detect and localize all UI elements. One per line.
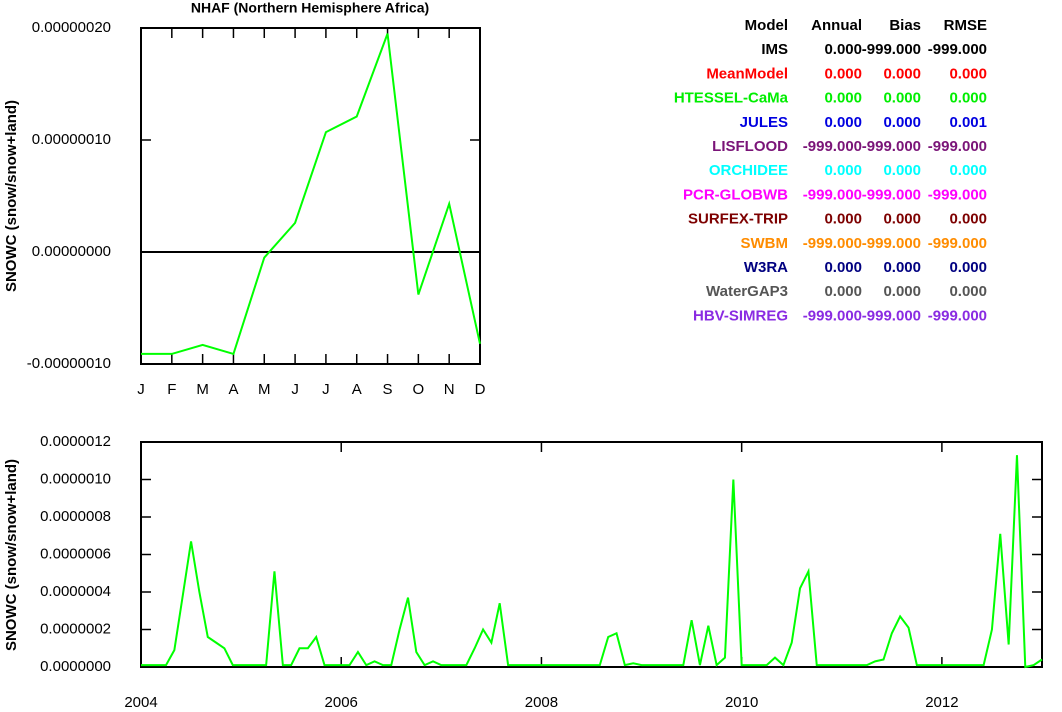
x-tick-label: J — [291, 381, 299, 398]
table-value: 0.000 — [824, 41, 862, 58]
y-tick-label: 0.0000006 — [40, 545, 111, 562]
y-axis-title: SNOWC (snow/snow+land) — [3, 459, 20, 651]
data-line — [141, 455, 1043, 669]
table-value: -999.000 — [862, 41, 921, 58]
table-value: 0.000 — [949, 65, 987, 82]
y-tick-label: 0.0000008 — [40, 508, 111, 525]
y-tick-label: 0.0000012 — [40, 433, 111, 450]
model-name: SWBM — [741, 235, 789, 252]
table-value: -999.000 — [862, 235, 921, 252]
table-value: 0.000 — [883, 90, 921, 107]
plot-frame — [140, 441, 1043, 668]
model-name: LISFLOOD — [712, 138, 788, 155]
table-value: 0.000 — [949, 259, 987, 276]
x-tick-label: 2004 — [124, 694, 157, 711]
table-value: 0.000 — [949, 211, 987, 228]
model-name: HBV-SIMREG — [693, 307, 788, 324]
table-value: -999.000 — [928, 138, 987, 155]
table-value: 0.000 — [949, 90, 987, 107]
y-tick-label: -0.00000010 — [27, 355, 111, 372]
model-name: MeanModel — [706, 65, 788, 82]
table-value: -999.000 — [928, 307, 987, 324]
table-value: 0.000 — [824, 283, 862, 300]
table-value: 0.001 — [949, 114, 987, 131]
table-value: -999.000 — [862, 186, 921, 203]
x-tick-label: 2010 — [725, 694, 758, 711]
table-header: Bias — [889, 17, 921, 34]
x-tick-label: F — [167, 381, 176, 398]
table-value: -999.000 — [928, 186, 987, 203]
table-value: -999.000 — [862, 138, 921, 155]
table-value: -999.000 — [803, 186, 862, 203]
table-value: 0.000 — [883, 259, 921, 276]
table-value: 0.000 — [883, 162, 921, 179]
y-tick-label: 0.00000000 — [32, 243, 111, 260]
x-tick-label: 2008 — [525, 694, 558, 711]
table-value: 0.000 — [824, 114, 862, 131]
model-name: PCR-GLOBWB — [683, 186, 788, 203]
x-tick-label: A — [352, 381, 362, 398]
table-value: 0.000 — [949, 283, 987, 300]
table-value: 0.000 — [883, 211, 921, 228]
x-tick-label: S — [383, 381, 393, 398]
model-name: ORCHIDEE — [709, 162, 788, 179]
table-value: 0.000 — [824, 259, 862, 276]
table-value: -999.000 — [803, 235, 862, 252]
table-value: 0.000 — [824, 65, 862, 82]
table-value: -999.000 — [803, 307, 862, 324]
y-tick-label: 0.0000004 — [40, 583, 111, 600]
model-name: SURFEX-TRIP — [688, 211, 788, 228]
y-axis-title: SNOWC (snow/snow+land) — [3, 100, 20, 292]
model-name: JULES — [740, 114, 788, 131]
y-tick-label: 0.0000010 — [40, 470, 111, 487]
table-value: 0.000 — [824, 211, 862, 228]
table-header: RMSE — [944, 17, 987, 34]
data-line — [141, 33, 481, 356]
table-value: 0.000 — [824, 90, 862, 107]
x-tick-label: M — [196, 381, 209, 398]
y-tick-label: 0.0000000 — [40, 658, 111, 675]
y-tick-label: 0.00000020 — [32, 19, 111, 36]
table-value: 0.000 — [824, 162, 862, 179]
x-tick-label: M — [258, 381, 271, 398]
x-tick-label: 2006 — [325, 694, 358, 711]
model-name: HTESSEL-CaMa — [674, 90, 789, 107]
y-tick-label: 0.0000002 — [40, 620, 111, 637]
table-value: -999.000 — [862, 307, 921, 324]
x-tick-label: D — [475, 381, 486, 398]
x-tick-label: J — [322, 381, 330, 398]
x-tick-label: A — [228, 381, 238, 398]
table-header: Annual — [811, 17, 862, 34]
table-value: -999.000 — [928, 41, 987, 58]
table-value: -999.000 — [803, 138, 862, 155]
x-tick-label: 2012 — [925, 694, 958, 711]
plot-frame — [140, 27, 481, 365]
x-tick-label: O — [413, 381, 425, 398]
table-value: -999.000 — [928, 235, 987, 252]
table-value: 0.000 — [883, 283, 921, 300]
table-value: 0.000 — [883, 65, 921, 82]
table-value: 0.000 — [949, 162, 987, 179]
y-tick-label: 0.00000010 — [32, 131, 111, 148]
table-header: Model — [745, 17, 788, 34]
model-name: W3RA — [744, 259, 788, 276]
x-tick-label: N — [444, 381, 455, 398]
table-value: 0.000 — [883, 114, 921, 131]
chart-title: NHAF (Northern Hemisphere Africa) — [191, 0, 429, 16]
x-tick-label: J — [137, 381, 145, 398]
model-name: WaterGAP3 — [706, 283, 788, 300]
model-name: IMS — [761, 41, 788, 58]
